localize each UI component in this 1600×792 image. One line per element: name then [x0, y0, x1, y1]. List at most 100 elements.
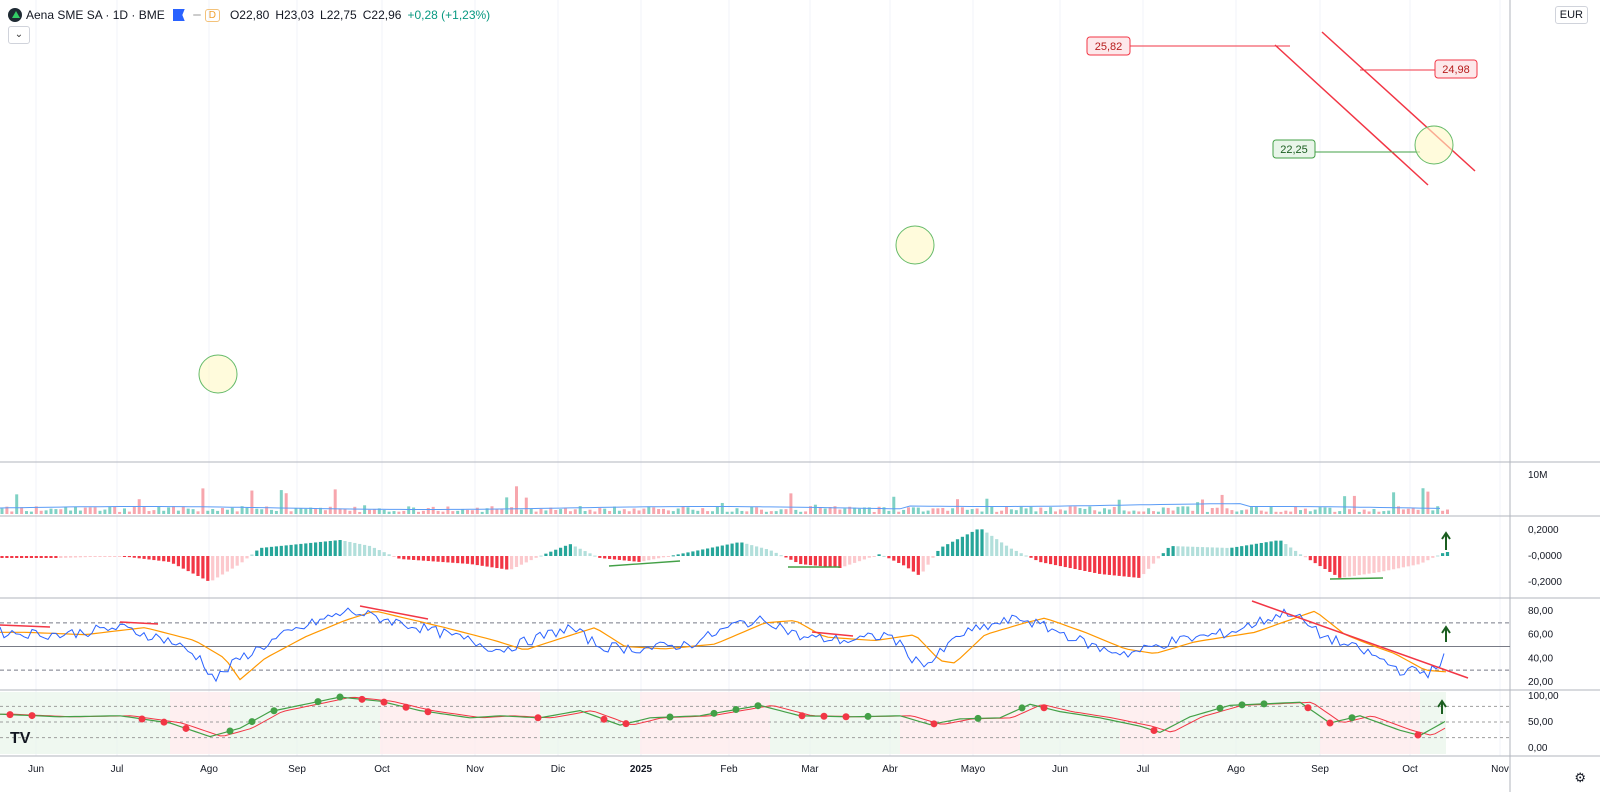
macd-bar	[1313, 556, 1317, 564]
macd-bar	[1357, 556, 1361, 576]
volume-bar	[387, 511, 391, 514]
volume-bar	[172, 506, 175, 514]
macd-bar	[171, 556, 176, 564]
macd-bar	[1161, 553, 1165, 556]
volume-bar	[490, 506, 494, 514]
volume-bar	[858, 508, 861, 514]
volume-bar	[44, 510, 48, 514]
macd-bar	[1191, 546, 1195, 556]
macd-bar	[465, 556, 470, 564]
macd-bar	[612, 556, 617, 560]
volume-bar	[613, 506, 616, 514]
volume-bar	[750, 506, 754, 514]
stoch-signal-dot	[182, 724, 190, 732]
macd-bar	[206, 556, 210, 581]
macd-bar	[1230, 547, 1234, 556]
macd-bar	[441, 556, 445, 563]
macd-bar	[544, 553, 548, 556]
macd-bar	[216, 556, 220, 578]
macd-bar	[887, 556, 891, 559]
volume-bar	[519, 509, 523, 514]
volume-bar	[294, 508, 298, 514]
macd-bar	[1431, 556, 1435, 558]
volume-bar	[1250, 507, 1253, 514]
macd-bar	[735, 542, 739, 556]
volume-bar	[1230, 510, 1234, 514]
volume-bar	[564, 508, 567, 514]
volume-bar	[789, 493, 793, 514]
volume-bar	[588, 509, 592, 514]
rsi-trend-line-4	[1251, 600, 1469, 679]
volume-bar	[407, 506, 411, 514]
macd-bar	[421, 556, 425, 561]
collapse-button[interactable]: ⌄	[8, 26, 30, 44]
flag-icon[interactable]	[172, 9, 185, 21]
macd-bar	[563, 545, 568, 556]
volume-bar	[255, 508, 259, 514]
volume-bar	[475, 507, 479, 514]
macd-bar	[162, 556, 166, 562]
macd-bar	[49, 556, 53, 558]
volume-bar	[1299, 510, 1302, 514]
macd-bar	[5, 556, 9, 558]
tradingview-logo[interactable]: TV	[10, 730, 31, 747]
volume-bar	[372, 509, 376, 514]
volume-bar	[598, 507, 602, 514]
volume-bar	[730, 511, 734, 514]
macd-bar	[666, 556, 670, 557]
macd-bar	[911, 556, 915, 572]
macd-bar	[416, 556, 421, 561]
stoch-signal-dot	[1348, 714, 1356, 722]
macd-bar	[294, 544, 298, 556]
volume-bar	[142, 506, 146, 514]
volume-bar	[1009, 509, 1013, 514]
macd-bar	[877, 554, 881, 556]
symbol-header: Aena SME SA · 1D · BME D O22,80 H23,03 L…	[8, 6, 496, 24]
volume-bar	[813, 504, 817, 514]
volume-bar	[309, 507, 313, 514]
volume-bar	[64, 506, 68, 514]
macd-bar	[83, 556, 87, 558]
symbol-title[interactable]: Aena SME SA · 1D · BME	[26, 8, 165, 22]
macd-bar	[789, 556, 793, 560]
volume-bar	[1201, 499, 1204, 514]
macd-bar	[755, 546, 759, 556]
volume-bar	[1254, 506, 1258, 514]
macd-bar	[456, 556, 460, 564]
macd-bar	[951, 541, 955, 556]
volume-bar	[941, 507, 945, 514]
macd-bar	[147, 556, 151, 560]
settings-button[interactable]: ⚙	[1574, 770, 1586, 786]
volume-bar	[289, 511, 293, 514]
stoch-signal-dot	[138, 715, 146, 723]
volume-bar	[353, 506, 357, 514]
macd-bar	[632, 556, 636, 562]
macd-tick-label: -0,2000	[1528, 577, 1562, 588]
macd-bar	[1436, 555, 1440, 557]
macd-bar	[1382, 556, 1386, 572]
volume-bar	[823, 508, 827, 514]
currency-button[interactable]: EUR	[1554, 6, 1588, 24]
volume-bar	[1098, 511, 1102, 514]
volume-bar	[715, 506, 719, 514]
volume-bar	[1338, 511, 1342, 514]
volume-group	[0, 486, 1449, 514]
volume-bar	[1191, 510, 1195, 514]
volume-bar	[1313, 509, 1317, 514]
macd-bar	[1073, 556, 1077, 570]
volume-bar	[657, 509, 661, 514]
macd-bar	[857, 556, 862, 562]
volume-bar	[1235, 511, 1239, 514]
volume-bar	[794, 509, 798, 514]
volume-bar	[1318, 507, 1322, 514]
volume-bar	[1333, 511, 1337, 514]
volume-bar	[1161, 507, 1165, 514]
volume-bar	[779, 509, 783, 514]
macd-bar	[965, 534, 969, 556]
macd-bar	[696, 550, 700, 556]
volume-bar	[83, 507, 87, 514]
volume-bar	[862, 507, 866, 514]
macd-bar	[1122, 556, 1126, 577]
macd-bar	[201, 556, 205, 579]
